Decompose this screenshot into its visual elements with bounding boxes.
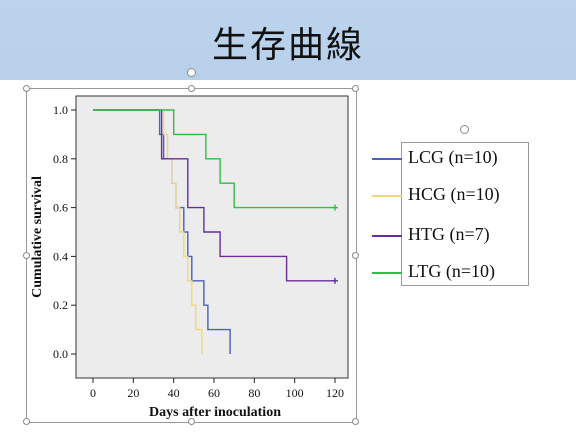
x-tick-label: 120 — [326, 386, 344, 400]
legend-swatch — [372, 235, 402, 237]
legend-label: LTG (n=10) — [408, 261, 495, 281]
x-tick-label: 20 — [127, 386, 139, 400]
y-tick-label: 0.2 — [53, 298, 68, 312]
chart-resize-handle[interactable] — [352, 85, 359, 92]
x-tick-label: 40 — [168, 386, 180, 400]
chart-resize-handle[interactable] — [23, 85, 30, 92]
survival-chart[interactable]: 0 20 40 60 80 100 120 0.0 0.2 0.4 0.6 0.8 1.0 Cumula… — [0, 80, 360, 426]
legend-rotate-handle[interactable] — [460, 125, 469, 134]
legend-swatch — [372, 158, 402, 160]
x-tick-label: 80 — [248, 386, 260, 400]
y-tick-label: 0.0 — [53, 347, 68, 361]
legend-label: HCG (n=10) — [408, 184, 500, 204]
y-tick-label: 0.4 — [53, 249, 68, 263]
x-tick-label: 100 — [286, 386, 304, 400]
chart-rotate-handle[interactable] — [187, 68, 196, 77]
slide-title: 生存曲線 — [211, 25, 364, 66]
series-lines — [93, 109, 338, 354]
legend-selection-frame[interactable] — [401, 142, 529, 286]
axis-ticks: 0 20 40 60 80 100 120 0.0 0.2 0.4 0.6 0.8 1.0 — [53, 103, 344, 400]
x-tick-label: 60 — [208, 386, 220, 400]
chart-resize-handle[interactable] — [188, 85, 195, 92]
chart-resize-handle[interactable] — [352, 252, 359, 259]
chart-resize-handle[interactable] — [352, 418, 359, 425]
title-banner: 生存曲線 — [0, 0, 576, 80]
y-tick-label: 1.0 — [53, 103, 68, 117]
series-line-1 — [93, 109, 203, 354]
chart-resize-handle[interactable] — [23, 418, 30, 425]
series-line-3 — [93, 109, 335, 209]
plot-background — [75, 95, 349, 379]
slide-content: 0 20 40 60 80 100 120 0.0 0.2 0.4 0.6 0.8 1.0 Cumula… — [0, 68, 576, 441]
series-line-2 — [93, 109, 335, 282]
y-tick-label: 0.6 — [53, 201, 68, 215]
x-axis-label: Days after inoculation — [149, 405, 281, 420]
chart-resize-handle[interactable] — [23, 252, 30, 259]
legend-label: HTG (n=7) — [408, 224, 490, 244]
chart-resize-handle[interactable] — [188, 418, 195, 425]
chart-selection-frame[interactable] — [26, 88, 357, 423]
legend-label: LCG (n=10) — [408, 147, 498, 167]
y-tick-label: 0.8 — [53, 152, 68, 166]
x-tick-label: 0 — [90, 386, 96, 400]
legend-swatch — [372, 272, 402, 274]
y-axis-label: Cumulative survival — [30, 176, 45, 298]
legend-swatch — [372, 195, 402, 197]
